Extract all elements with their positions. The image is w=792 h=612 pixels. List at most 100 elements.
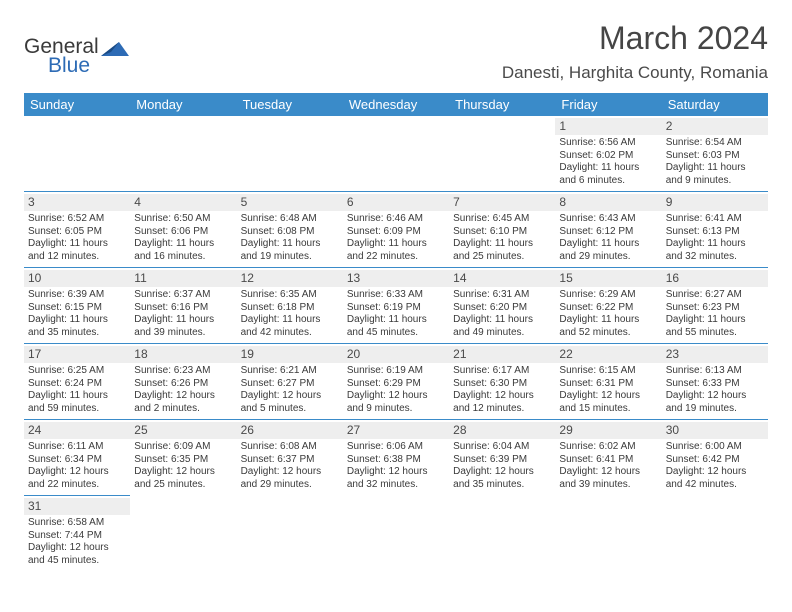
calendar-day: 7Sunrise: 6:45 AMSunset: 6:10 PMDaylight…	[449, 191, 555, 267]
calendar-day: 30Sunrise: 6:00 AMSunset: 6:42 PMDayligh…	[662, 419, 768, 495]
daylight-text: Daylight: 11 hours and 29 minutes.	[559, 238, 657, 263]
calendar-day: 20Sunrise: 6:19 AMSunset: 6:29 PMDayligh…	[343, 343, 449, 419]
day-number: 8	[555, 194, 661, 211]
sunrise-text: Sunrise: 6:06 AM	[347, 441, 445, 454]
day-number: 13	[343, 270, 449, 287]
day-number: 6	[343, 194, 449, 211]
sunset-text: Sunset: 6:41 PM	[559, 454, 657, 467]
sunrise-text: Sunrise: 6:37 AM	[134, 289, 232, 302]
sunset-text: Sunset: 6:16 PM	[134, 302, 232, 315]
daylight-text: Daylight: 11 hours and 42 minutes.	[241, 314, 339, 339]
sunrise-text: Sunrise: 6:41 AM	[666, 213, 764, 226]
sunrise-text: Sunrise: 6:02 AM	[559, 441, 657, 454]
daylight-text: Daylight: 12 hours and 15 minutes.	[559, 390, 657, 415]
sunset-text: Sunset: 6:39 PM	[453, 454, 551, 467]
sunset-text: Sunset: 7:44 PM	[28, 530, 126, 543]
sunset-text: Sunset: 6:26 PM	[134, 378, 232, 391]
sunrise-text: Sunrise: 6:25 AM	[28, 365, 126, 378]
sunrise-text: Sunrise: 6:35 AM	[241, 289, 339, 302]
sunset-text: Sunset: 6:33 PM	[666, 378, 764, 391]
sunrise-text: Sunrise: 6:56 AM	[559, 137, 657, 150]
day-number: 16	[662, 270, 768, 287]
daylight-text: Daylight: 12 hours and 32 minutes.	[347, 466, 445, 491]
sunrise-text: Sunrise: 6:46 AM	[347, 213, 445, 226]
daylight-text: Daylight: 11 hours and 19 minutes.	[241, 238, 339, 263]
calendar-day: 4Sunrise: 6:50 AMSunset: 6:06 PMDaylight…	[130, 191, 236, 267]
day-number: 3	[24, 194, 130, 211]
calendar-day: 9Sunrise: 6:41 AMSunset: 6:13 PMDaylight…	[662, 191, 768, 267]
calendar-day: 6 Sunrise: 6:46 AMSunset: 6:09 PMDaylight…	[343, 191, 449, 267]
sunrise-text: Sunrise: 6:48 AM	[241, 213, 339, 226]
location-subtitle: Danesti, Harghita County, Romania	[502, 63, 768, 83]
sunrise-text: Sunrise: 6:58 AM	[28, 517, 126, 530]
daylight-text: Daylight: 11 hours and 12 minutes.	[28, 238, 126, 263]
sunrise-text: Sunrise: 6:04 AM	[453, 441, 551, 454]
day-number: 19	[237, 346, 343, 363]
day-number: 7	[449, 194, 555, 211]
sunset-text: Sunset: 6:09 PM	[347, 226, 445, 239]
sunset-text: Sunset: 6:10 PM	[453, 226, 551, 239]
sunrise-text: Sunrise: 6:11 AM	[28, 441, 126, 454]
sunrise-text: Sunrise: 6:19 AM	[347, 365, 445, 378]
sunset-text: Sunset: 6:31 PM	[559, 378, 657, 391]
weekday-header: Sunday	[24, 97, 130, 112]
daylight-text: Daylight: 11 hours and 35 minutes.	[28, 314, 126, 339]
sunset-text: Sunset: 6:30 PM	[453, 378, 551, 391]
weekday-header: Thursday	[449, 97, 555, 112]
day-number: 25	[130, 422, 236, 439]
day-number: 1	[555, 118, 661, 135]
sunrise-text: Sunrise: 6:45 AM	[453, 213, 551, 226]
sunrise-text: Sunrise: 6:27 AM	[666, 289, 764, 302]
empty-cell	[237, 115, 343, 191]
calendar-day: 14Sunrise: 6:31 AMSunset: 6:20 PMDayligh…	[449, 267, 555, 343]
day-number: 2	[662, 118, 768, 135]
daylight-text: Daylight: 12 hours and 19 minutes.	[666, 390, 764, 415]
sunset-text: Sunset: 6:05 PM	[28, 226, 126, 239]
sunset-text: Sunset: 6:27 PM	[241, 378, 339, 391]
sunset-text: Sunset: 6:24 PM	[28, 378, 126, 391]
sunset-text: Sunset: 6:38 PM	[347, 454, 445, 467]
daylight-text: Daylight: 11 hours and 22 minutes.	[347, 238, 445, 263]
sunrise-text: Sunrise: 6:29 AM	[559, 289, 657, 302]
daylight-text: Daylight: 11 hours and 39 minutes.	[134, 314, 232, 339]
sunrise-text: Sunrise: 6:33 AM	[347, 289, 445, 302]
sunrise-text: Sunrise: 6:15 AM	[559, 365, 657, 378]
daylight-text: Daylight: 12 hours and 12 minutes.	[453, 390, 551, 415]
sunset-text: Sunset: 6:08 PM	[241, 226, 339, 239]
sunset-text: Sunset: 6:03 PM	[666, 150, 764, 163]
title-block: March 2024 Danesti, Harghita County, Rom…	[502, 20, 768, 83]
day-number: 31	[24, 498, 130, 515]
empty-cell	[24, 115, 130, 191]
sunset-text: Sunset: 6:22 PM	[559, 302, 657, 315]
sunrise-text: Sunrise: 6:23 AM	[134, 365, 232, 378]
daylight-text: Daylight: 12 hours and 22 minutes.	[28, 466, 126, 491]
day-number: 9	[662, 194, 768, 211]
daylight-text: Daylight: 11 hours and 59 minutes.	[28, 390, 126, 415]
flag-icon	[101, 38, 129, 63]
day-number: 23	[662, 346, 768, 363]
calendar-day: 28Sunrise: 6:04 AMSunset: 6:39 PMDayligh…	[449, 419, 555, 495]
sunset-text: Sunset: 6:20 PM	[453, 302, 551, 315]
sunrise-text: Sunrise: 6:31 AM	[453, 289, 551, 302]
page-title: March 2024	[502, 20, 768, 57]
logo-text: General Blue	[24, 38, 99, 76]
empty-cell	[130, 115, 236, 191]
calendar-grid: 1Sunrise: 6:56 AMSunset: 6:02 PMDaylight…	[24, 115, 768, 571]
weekday-header: Friday	[555, 97, 661, 112]
day-number: 21	[449, 346, 555, 363]
calendar-day: 2Sunrise: 6:54 AMSunset: 6:03 PMDaylight…	[662, 115, 768, 191]
calendar-day: 31Sunrise: 6:58 AMSunset: 7:44 PMDayligh…	[24, 495, 130, 571]
day-number: 5	[237, 194, 343, 211]
day-number: 29	[555, 422, 661, 439]
daylight-text: Daylight: 12 hours and 5 minutes.	[241, 390, 339, 415]
day-number: 4	[130, 194, 236, 211]
day-number: 28	[449, 422, 555, 439]
weekday-header: Monday	[130, 97, 236, 112]
sunset-text: Sunset: 6:15 PM	[28, 302, 126, 315]
weekday-header: Saturday	[662, 97, 768, 112]
calendar-day: 5 Sunrise: 6:48 AMSunset: 6:08 PMDaylight…	[237, 191, 343, 267]
sunset-text: Sunset: 6:42 PM	[666, 454, 764, 467]
daylight-text: Daylight: 11 hours and 45 minutes.	[347, 314, 445, 339]
sunset-text: Sunset: 6:13 PM	[666, 226, 764, 239]
day-number: 22	[555, 346, 661, 363]
